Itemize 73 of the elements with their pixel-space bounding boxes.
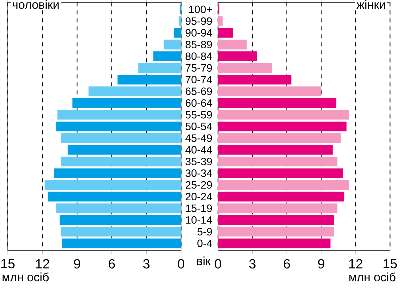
bar [218,63,272,74]
y-tick-label: 25-29 [186,181,212,189]
x-axis-title: млн осіб [350,272,396,282]
y-tick-label: 100+ [189,6,212,14]
y-tick-label: 45-49 [186,134,212,142]
bar [56,122,182,132]
bar [62,238,182,249]
bar [218,40,248,50]
bar [60,215,182,226]
bar [154,52,182,62]
x-tick-label: 3 [249,259,256,269]
bar [164,40,182,50]
y-tick-label: 70-74 [186,76,212,84]
bar [218,156,338,167]
y-tick-label: 80-84 [186,52,212,60]
y-axis-title: вік [197,256,211,266]
y-tick-label: 10-14 [186,216,212,224]
x-tick-label: 15 [384,259,398,269]
y-tick-label: 5-9 [198,228,212,236]
x-tick-label: 0 [178,259,185,269]
y-tick-label: 30-34 [186,170,212,178]
bar [174,28,182,38]
bar [218,98,336,108]
bar [218,145,334,155]
x-tick-label: 15 [2,259,15,269]
y-tick-label: 75-79 [186,64,212,72]
bar [218,52,258,62]
bar [44,180,182,190]
bar [72,98,182,108]
bar [218,192,344,202]
y-tick-label: 50-54 [186,122,212,130]
y-tick-label: 85-89 [186,41,212,49]
bar [218,86,322,96]
bar [61,227,182,237]
bar [218,227,334,237]
y-tick-label: 55-59 [186,111,212,119]
bar [218,238,331,249]
bar [58,110,182,120]
bar [218,74,292,85]
x-tick-label: 9 [74,259,80,269]
bar [218,204,338,214]
bar [218,110,350,120]
y-tick-label: 95-99 [186,18,212,26]
x-tick-label: 6 [108,259,116,269]
bar [178,16,182,26]
bar [218,16,223,26]
chart-title: жінки [356,0,386,9]
x-tick-label: 0 [215,259,222,269]
bar [218,215,334,226]
bar [138,63,182,74]
bar [218,180,350,190]
x-tick-label: 12 [36,259,50,269]
y-tick-label: 90-94 [186,29,212,37]
chart-title: чоловіки [12,0,59,10]
x-tick-label: 6 [284,259,290,269]
y-tick-label: 35-39 [186,158,212,166]
y-tick-label: 0-4 [198,240,212,248]
bar [88,86,182,96]
bar [218,28,234,38]
bar [48,192,182,202]
bar [61,156,182,167]
x-axis-title: млн осіб [2,272,49,282]
y-tick-label: 20-24 [186,193,212,201]
bar [218,122,347,132]
y-tick-label: 15-19 [186,204,212,212]
y-tick-label: 40-44 [186,146,212,154]
x-tick-label: 3 [143,259,150,269]
x-tick-label: 9 [318,259,325,269]
x-tick-label: 12 [349,259,363,269]
y-tick-label: 65-69 [186,88,212,96]
bar [68,145,182,155]
bar [56,204,182,214]
y-tick-label: 60-64 [186,99,212,108]
